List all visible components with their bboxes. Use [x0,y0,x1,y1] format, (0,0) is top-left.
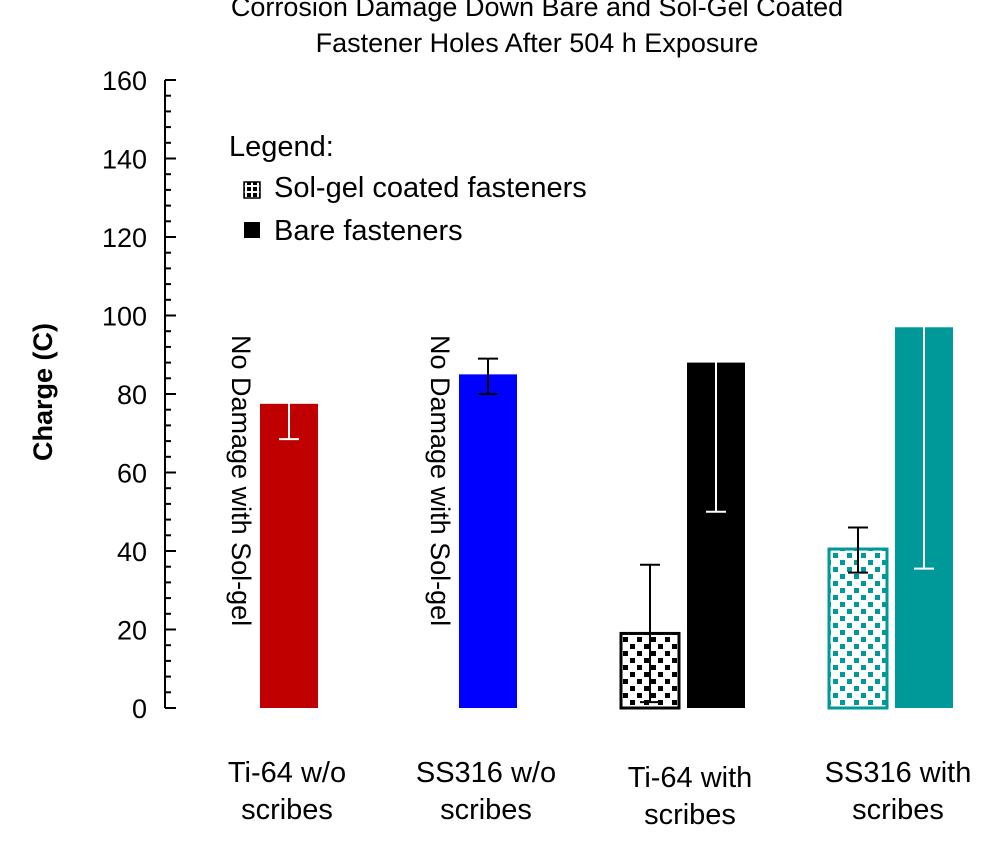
y-tick-label: 20 [117,616,147,646]
annotation-no-damage: No Damage with Sol-gel [226,335,256,626]
legend-label-solgel: Sol-gel coated fasteners [274,172,587,204]
legend-swatch-solgel [243,181,261,199]
y-axis: 0 20 40 60 80 100 120 140 160 [102,66,176,724]
bar-bare-0 [260,403,318,708]
category-labels: Ti-64 w/o scribes SS316 w/o scribes Ti-64 wi… [228,757,971,831]
y-axis-label: Charge (C) [28,323,58,461]
legend-swatch-bare [244,222,260,238]
y-tick-label: 40 [117,537,147,567]
category-label: scribes [440,794,532,826]
y-tick-label: 140 [102,145,147,175]
category-label: scribes [241,794,333,826]
legend: Legend: Sol-gel coated fasteners Bare fa… [229,131,587,247]
y-tick-label: 160 [102,66,147,96]
legend-title: Legend: [229,131,334,163]
y-tick-label: 0 [132,694,147,724]
y-tick-label: 60 [117,459,147,489]
category-label: SS316 with [825,757,972,789]
chart-title-line-1: Corrosion Damage Down Bare and Sol-Gel C… [231,0,843,22]
category-label: scribes [644,799,736,831]
y-tick-label: 120 [102,223,147,253]
category-label: scribes [852,794,944,826]
annotation-no-damage: No Damage with Sol-gel [425,335,455,626]
bar-bare-1 [459,374,517,708]
y-tick-label: 80 [117,380,147,410]
category-label: Ti-64 with [628,762,753,794]
bars [260,88,953,710]
y-tick-label: 100 [102,302,147,332]
category-label: Ti-64 w/o [228,757,346,789]
chart-title-line-2: Fastener Holes After 504 h Exposure [316,28,759,58]
annotations: No Damage with Sol-gel No Damage with Sol… [226,335,455,626]
legend-label-bare: Bare fasteners [274,215,463,247]
category-label: SS316 w/o [416,757,556,789]
